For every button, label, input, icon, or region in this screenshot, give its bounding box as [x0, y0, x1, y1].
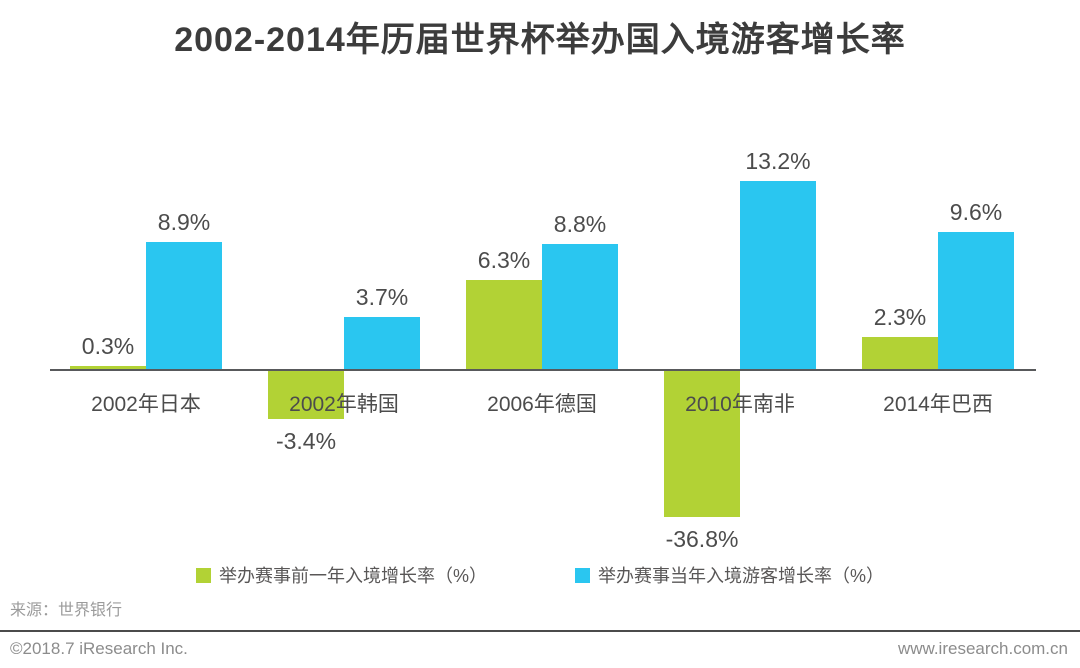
bar-value-label: 6.3%	[477, 246, 531, 273]
category-label: 2002年韩国	[289, 393, 399, 416]
bar-value-label: 2.3%	[873, 303, 927, 330]
x-axis-line	[50, 369, 1036, 371]
category-label: 2014年巴西	[883, 393, 993, 416]
category-label: 2006年德国	[487, 393, 597, 416]
bar	[70, 365, 146, 370]
legend-item-prev-year: 举办赛事前一年入境增长率（%）	[195, 562, 487, 588]
bar-value-label: 0.3%	[81, 332, 135, 359]
footer-website: www.iresearch.com.cn	[897, 639, 1068, 658]
legend-label-event-year: 举办赛事当年入境游客增长率（%）	[598, 566, 885, 586]
legend-label-prev-year: 举办赛事前一年入境增长率（%）	[218, 566, 487, 586]
footer-divider	[0, 630, 1080, 632]
legend-item-event-year: 举办赛事当年入境游客增长率（%）	[575, 562, 884, 588]
bar-value-label: 8.9%	[157, 209, 211, 236]
bar-value-label: 3.7%	[355, 283, 409, 310]
bar-value-label: 13.2%	[745, 147, 811, 174]
bar	[466, 279, 542, 370]
chart-legend: 举办赛事前一年入境增长率（%） 举办赛事当年入境游客增长率（%）	[0, 562, 1080, 588]
bar	[664, 370, 740, 517]
category-label: 2010年南非	[685, 393, 795, 416]
source-note: 来源：世界银行	[10, 602, 123, 619]
page-title: 2002-2014年历届世界杯举办国入境游客增长率	[174, 21, 906, 59]
bar-value-label: -3.4%	[275, 427, 337, 454]
bar	[344, 316, 420, 370]
bar	[268, 370, 344, 419]
bar	[740, 180, 816, 370]
category-label: 2002年日本	[91, 393, 201, 416]
legend-marker-blue	[575, 567, 590, 583]
bar-value-label: 8.8%	[553, 210, 607, 237]
bar-value-label: -36.8%	[665, 526, 739, 552]
legend-marker-green	[195, 567, 211, 583]
bar	[938, 232, 1014, 370]
footer-copyright: ©2018.7 iResearch Inc.	[10, 639, 188, 658]
bar	[862, 336, 938, 370]
bar-value-label: 9.6%	[949, 199, 1003, 226]
bar	[146, 242, 222, 370]
bar	[542, 243, 618, 370]
